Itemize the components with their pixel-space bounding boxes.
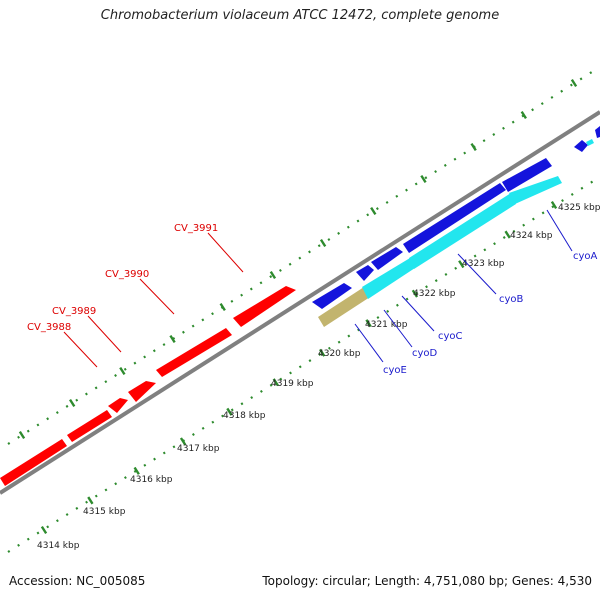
forward-strand-genes: [0, 286, 296, 486]
major-tick: [87, 496, 94, 505]
genome-summary-text: Topology: circular; Length: 4,751,080 bp…: [262, 574, 592, 588]
gene-feature-blue[interactable]: [312, 283, 352, 309]
accession-text: Accession: NC_005085: [9, 574, 146, 588]
major-tick: [504, 230, 511, 239]
major-tick: [365, 319, 372, 328]
gene-feature-red[interactable]: [0, 439, 67, 486]
upper-tick-dots: [7, 69, 596, 445]
gene-feature-cyan[interactable]: [362, 258, 415, 299]
kbp-label: 4325 kbp: [558, 203, 600, 213]
kbp-label: 4319 kbp: [271, 379, 314, 389]
gene-feature-khaki[interactable]: [318, 287, 370, 327]
kbp-label: 4324 kbp: [510, 231, 553, 241]
major-tick: [219, 302, 226, 312]
gene-label-cv3990[interactable]: CV_3990: [105, 269, 149, 280]
gene-label-cv3989[interactable]: CV_3989: [52, 306, 96, 317]
leader-line: [207, 232, 244, 273]
gene-feature-red[interactable]: [156, 328, 232, 377]
major-tick: [18, 430, 26, 440]
gene-label-cyoe[interactable]: cyoE: [383, 365, 407, 376]
kbp-label: 4320 kbp: [318, 349, 361, 359]
leader-line: [87, 315, 122, 353]
major-tick: [370, 206, 377, 216]
major-tick: [458, 260, 465, 269]
leader-line: [546, 209, 573, 252]
major-tick: [133, 466, 140, 475]
kbp-label: 4315 kbp: [83, 507, 126, 517]
major-ticks: [18, 78, 578, 535]
leader-line: [354, 323, 384, 363]
gene-feature-red[interactable]: [233, 286, 296, 327]
lower-label-leaders: [354, 209, 573, 363]
map-title: Chromobacterium violaceum ATCC 12472, co…: [100, 8, 500, 23]
gene-feature-red[interactable]: [67, 410, 112, 442]
gene-label-cv3991[interactable]: CV_3991: [174, 223, 218, 234]
kbp-label: 4323 kbp: [462, 259, 505, 269]
major-tick: [40, 525, 48, 535]
operon-genes: [318, 139, 594, 327]
major-tick: [420, 174, 427, 184]
gene-feature-cyan[interactable]: [509, 176, 562, 204]
major-tick: [470, 142, 477, 152]
gene-label-cyoc[interactable]: cyoC: [438, 331, 463, 342]
kbp-label: 4314 kbp: [37, 541, 80, 551]
major-tick: [179, 437, 187, 446]
major-tick: [570, 78, 578, 88]
kbp-label: 4317 kbp: [177, 444, 220, 454]
kbp-label: 4321 kbp: [365, 320, 408, 330]
kbp-label: 4318 kbp: [223, 411, 266, 421]
reverse-strand-genes: [312, 126, 600, 309]
major-tick: [550, 200, 558, 210]
major-tick: [226, 407, 233, 416]
upper-gene-labels: CV_3988 CV_3989 CV_3990 CV_3991: [27, 223, 218, 333]
major-tick: [269, 270, 277, 280]
major-tick: [520, 110, 527, 120]
leader-line: [457, 253, 497, 295]
lower-gene-labels: cyoE cyoD cyoC cyoB cyoA: [383, 251, 598, 376]
upper-label-leaders: [63, 232, 244, 368]
gene-label-cv3988[interactable]: CV_3988: [27, 322, 71, 333]
gene-feature-red[interactable]: [108, 398, 128, 413]
major-tick: [319, 348, 326, 357]
gene-feature-red[interactable]: [128, 381, 156, 402]
lower-tick-dots: [7, 179, 596, 553]
kbp-label: 4322 kbp: [413, 289, 456, 299]
leader-line: [383, 309, 413, 348]
major-tick: [119, 366, 126, 376]
major-tick: [69, 398, 76, 408]
genome-backbone: [0, 110, 600, 495]
leader-line: [401, 295, 435, 332]
gene-feature-blue[interactable]: [502, 158, 552, 192]
leader-line: [139, 278, 175, 315]
gene-feature-blue[interactable]: [574, 140, 588, 152]
major-tick: [411, 289, 419, 298]
gene-feature-cyan[interactable]: [586, 139, 594, 146]
gene-feature-blue[interactable]: [595, 126, 600, 138]
major-tick: [272, 378, 279, 387]
kbp-label: 4316 kbp: [130, 475, 173, 485]
gene-feature-blue[interactable]: [371, 247, 403, 270]
gene-feature-blue[interactable]: [403, 183, 506, 253]
major-tick: [319, 238, 327, 248]
gene-feature-cyan[interactable]: [409, 193, 516, 269]
position-labels: 4314 kbp 4315 kbp 4316 kbp 4317 kbp 4318…: [37, 203, 600, 551]
gene-label-cyod[interactable]: cyoD: [412, 348, 438, 359]
gene-label-cyob[interactable]: cyoB: [499, 294, 524, 305]
major-tick: [169, 334, 176, 344]
leader-line: [63, 331, 98, 368]
gene-label-cyoa[interactable]: cyoA: [573, 251, 598, 262]
gene-feature-blue[interactable]: [356, 265, 374, 281]
